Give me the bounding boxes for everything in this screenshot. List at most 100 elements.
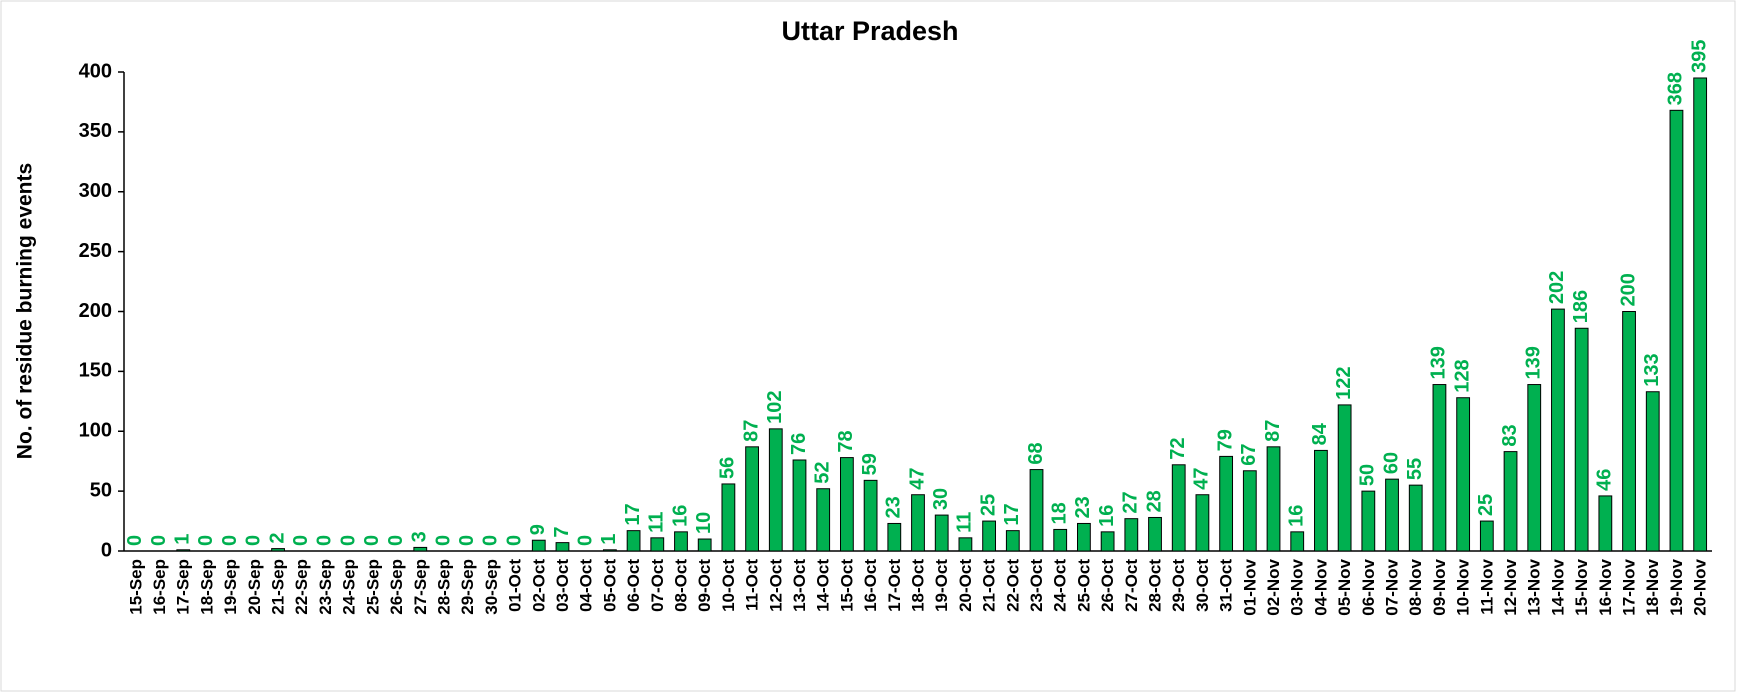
x-tick-label: 18-Oct: [908, 559, 927, 612]
x-tick-label: 18-Sep: [197, 559, 216, 615]
bar: [1148, 516, 1162, 552]
x-tick-label: 20-Nov: [1691, 558, 1710, 615]
x-tick-label: 07-Oct: [648, 559, 667, 612]
bar: [1195, 494, 1210, 552]
bar: [1219, 455, 1234, 552]
value-label: 30: [930, 488, 952, 510]
value-label: 11: [954, 512, 976, 533]
x-tick-label: 22-Oct: [1003, 559, 1022, 612]
x-tick-label: 09-Oct: [695, 559, 714, 612]
value-label: 16: [1286, 505, 1308, 527]
x-tick-label: 04-Oct: [577, 559, 596, 612]
y-tick-label: 0: [101, 539, 112, 561]
value-label: 78: [835, 430, 857, 452]
x-tick-label: 29-Oct: [1169, 559, 1188, 612]
value-label: 47: [906, 467, 928, 489]
x-tick-label: 15-Nov: [1572, 558, 1591, 615]
x-tick-label: 10-Oct: [719, 559, 738, 612]
bar: [1479, 520, 1494, 552]
value-label: 200: [1617, 273, 1639, 306]
value-label: 1: [598, 534, 620, 545]
bar: [1385, 478, 1399, 552]
value-label: 0: [361, 535, 383, 546]
bar: [1574, 327, 1589, 552]
x-tick-label: 23-Sep: [316, 559, 335, 615]
bar: [1337, 404, 1352, 552]
bar: [1005, 530, 1020, 552]
value-label: 83: [1499, 424, 1521, 446]
x-tick-label: 19-Oct: [932, 559, 951, 612]
x-tick-label: 14-Oct: [814, 559, 833, 612]
x-tick-label: 15-Sep: [126, 559, 145, 615]
value-label: 0: [503, 535, 525, 546]
value-label: 23: [883, 496, 905, 518]
x-tick-label: 26-Oct: [1098, 559, 1117, 612]
x-tick-label: 29-Sep: [458, 559, 477, 615]
x-tick-label: 11-Oct: [743, 559, 762, 611]
x-tick-label: 27-Sep: [411, 559, 430, 615]
value-label: 128: [1451, 359, 1473, 392]
x-tick-label: 01-Nov: [1240, 558, 1259, 615]
y-tick-label: 200: [79, 300, 112, 322]
x-tick-label: 03-Oct: [553, 559, 572, 612]
value-label: 59: [859, 453, 881, 475]
value-label: 0: [456, 535, 478, 546]
bar: [1029, 469, 1044, 552]
value-label: 395: [1688, 40, 1710, 73]
bar: [1266, 446, 1281, 552]
value-label: 27: [1120, 491, 1142, 513]
bar: [271, 548, 285, 552]
value-label: 0: [574, 535, 596, 546]
x-tick-label: 23-Oct: [1027, 559, 1046, 612]
value-label: 67: [1238, 444, 1260, 466]
bar: [934, 514, 949, 552]
value-label: 18: [1048, 502, 1070, 524]
x-tick-label: 09-Nov: [1430, 558, 1449, 615]
value-label: 10: [693, 512, 715, 534]
y-tick-label: 400: [79, 60, 112, 82]
x-tick-label: 24-Oct: [1051, 559, 1070, 612]
value-label: 46: [1594, 469, 1616, 491]
x-tick-label: 16-Oct: [861, 559, 880, 612]
value-label: 25: [977, 494, 999, 516]
bar: [697, 538, 712, 552]
x-tick-label: 17-Nov: [1620, 558, 1639, 615]
x-tick-label: 08-Oct: [671, 559, 690, 612]
value-label: 0: [195, 535, 217, 546]
x-tick-label: 20-Sep: [245, 559, 264, 615]
bar: [1408, 484, 1423, 552]
value-label: 0: [432, 535, 454, 546]
x-tick-label: 26-Sep: [387, 559, 406, 615]
bar: [1053, 528, 1068, 552]
y-tick-label: 350: [79, 120, 112, 142]
x-tick-label: 10-Nov: [1454, 558, 1473, 615]
x-tick-label: 16-Sep: [150, 559, 169, 615]
value-label: 2: [266, 532, 288, 543]
y-tick-label: 100: [79, 420, 112, 442]
bar: [626, 530, 641, 552]
value-label: 25: [1475, 494, 1497, 516]
x-tick-label: 31-Oct: [1217, 559, 1236, 612]
bar: [1314, 449, 1328, 552]
bar: [1527, 384, 1542, 552]
x-tick-label: 25-Oct: [1074, 559, 1093, 612]
value-label: 3: [409, 531, 431, 542]
x-tick-label: 06-Nov: [1359, 558, 1378, 615]
x-tick-label: 05-Nov: [1335, 558, 1354, 615]
value-label: 17: [1001, 503, 1023, 525]
value-label: 9: [527, 524, 549, 535]
x-tick-label: 04-Nov: [1311, 558, 1330, 615]
value-label: 0: [243, 535, 265, 546]
bar: [176, 549, 191, 552]
x-tick-label: 17-Oct: [885, 559, 904, 612]
x-tick-label: 25-Sep: [363, 559, 382, 615]
x-tick-label: 03-Nov: [1288, 558, 1307, 615]
bar: [1077, 522, 1091, 552]
x-tick-label: 02-Oct: [529, 559, 548, 612]
bar: [1361, 490, 1376, 552]
value-label: 122: [1333, 367, 1355, 400]
x-tick-label: 07-Nov: [1383, 558, 1402, 615]
bar: [602, 549, 617, 552]
x-tick-label: 28-Oct: [1145, 559, 1164, 612]
